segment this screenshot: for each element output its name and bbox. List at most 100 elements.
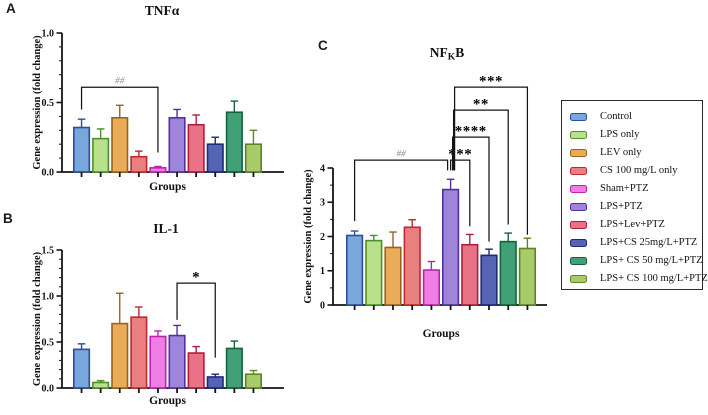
sig-label: ## [396,150,406,160]
legend-swatch [570,149,587,157]
legend-box: Control LPS only LEV only CS 100 mg/L only S… [561,100,708,290]
sig-label: * [192,270,200,286]
panel-c-label: C [318,38,328,53]
bar [225,111,243,173]
y-tick-label: 0.0 [42,383,55,394]
legend-item-label: LPS+ CS 50 mg/L+PTZ [600,254,703,266]
legend-item-label: LPS+Lev+PTZ [600,218,665,230]
legend-swatch [570,275,587,283]
sig-label: *** [479,74,503,90]
bar [225,347,243,389]
y-tick-label: 0 [320,300,325,311]
legend-swatch [570,185,587,193]
nfkb-bar-chart: 0 1 2 3 4 NFKB Gene expression (fold change) Gr… [303,45,547,340]
x-axis-label: Groups [423,328,460,340]
x-axis-label: Groups [149,181,186,193]
legend-item-label: LPS only [600,128,640,140]
x-axis-label: Groups [149,395,186,407]
bar [422,269,440,306]
sig-bracket [449,159,471,227]
legend-item-label: LPS+CS 25mg/L+PTZ [600,236,698,248]
legend-item: LPS+ CS 50 mg/L+PTZ [570,252,703,270]
bar [130,316,148,389]
legend-item: LPS+Lev+PTZ [570,216,702,234]
sig-bracket [176,282,216,358]
bar [149,335,167,389]
bar [187,352,205,389]
panel-tnfa: A 0.0 0.5 1.0 TNFα Gene expression (fold cha… [0,0,300,208]
bar [149,167,167,173]
bar [345,234,364,306]
bar [206,143,224,173]
legend-item-label: Sham+PTZ [600,182,649,194]
legend-item-label: LEV only [600,146,642,158]
legend-item-label: Control [600,110,633,122]
legend-item-label: LPS+ CS 100 mg/L+PTZ [600,272,708,284]
y-axis-label: Gene expression (fold change) [32,251,43,386]
bar [92,137,110,173]
bar [384,246,402,306]
panel-nfkb: C 0 1 2 3 4 NFKB Gene expression (fold change)… [300,30,560,365]
legend-item: LPS+PTZ [570,198,702,216]
legend-swatch [570,113,587,121]
legend-swatch [570,257,587,265]
chart-title: NFKB [430,45,464,63]
y-tick-label: 1.0 [42,291,55,302]
bar [168,116,186,173]
bar [244,143,262,173]
bar [206,376,224,389]
sig-bracket [451,136,490,242]
bar [499,240,517,306]
panel-il1: B 0.0 0.5 1.0 1.5 IL-1 Gene expression (fold … [0,208,300,415]
bar [130,155,148,173]
legend-item: CS 100 mg/L only [570,162,702,180]
y-tick-label: 2 [320,232,325,243]
panel-b-label: B [3,211,13,226]
bar [73,348,91,389]
bar [168,334,186,389]
sig-bracket [353,159,449,222]
bar [480,254,498,306]
y-axis-label: Gene expression (fold change) [303,169,314,304]
sig-label: **** [455,124,487,140]
y-axis-label: Gene expression (fold change) [32,35,43,170]
sig-bracket [452,109,509,225]
y-tick-label: 0.0 [42,167,55,178]
y-tick-label: 3 [320,198,325,209]
bar [111,322,129,389]
bar [111,116,129,173]
chart-title: TNFα [145,3,180,18]
panel-a-label: A [6,1,16,16]
legend-item: LPS+ CS 100 mg/L+PTZ [570,270,708,288]
bar [187,123,205,173]
bar [518,247,537,306]
sig-label: *** [448,147,472,163]
y-tick-label: 4 [320,163,325,174]
bar [244,373,262,389]
bar [92,381,110,389]
bar [461,243,479,306]
y-tick-label: 1.0 [42,28,55,39]
tnfa-bar-chart: 0.0 0.5 1.0 TNFα Gene expression (fold chang… [32,3,284,193]
bar [73,126,91,173]
legend-item: LEV only [570,144,702,162]
il1-bar-chart: 0.0 0.5 1.0 1.5 IL-1 Gene expression (fold ch… [32,221,284,407]
sig-bracket [453,86,529,235]
legend-item: LPS only [570,126,702,144]
legend-item: Control [570,108,702,126]
sig-bracket [80,86,159,153]
chart-title: IL-1 [153,221,179,236]
legend-swatch [570,203,587,211]
legend-swatch [570,131,587,139]
sig-label: ## [115,77,125,87]
legend-swatch [570,221,587,229]
y-tick-label: 1 [320,266,325,277]
legend-item: LPS+CS 25mg/L+PTZ [570,234,702,252]
bar [403,226,421,306]
y-tick-label: 0.5 [42,98,55,109]
bar [442,188,460,306]
y-tick-label: 0.5 [42,337,55,348]
legend-item-label: CS 100 mg/L only [600,164,678,176]
y-tick-label: 1.5 [42,245,55,256]
legend-swatch [570,239,587,247]
